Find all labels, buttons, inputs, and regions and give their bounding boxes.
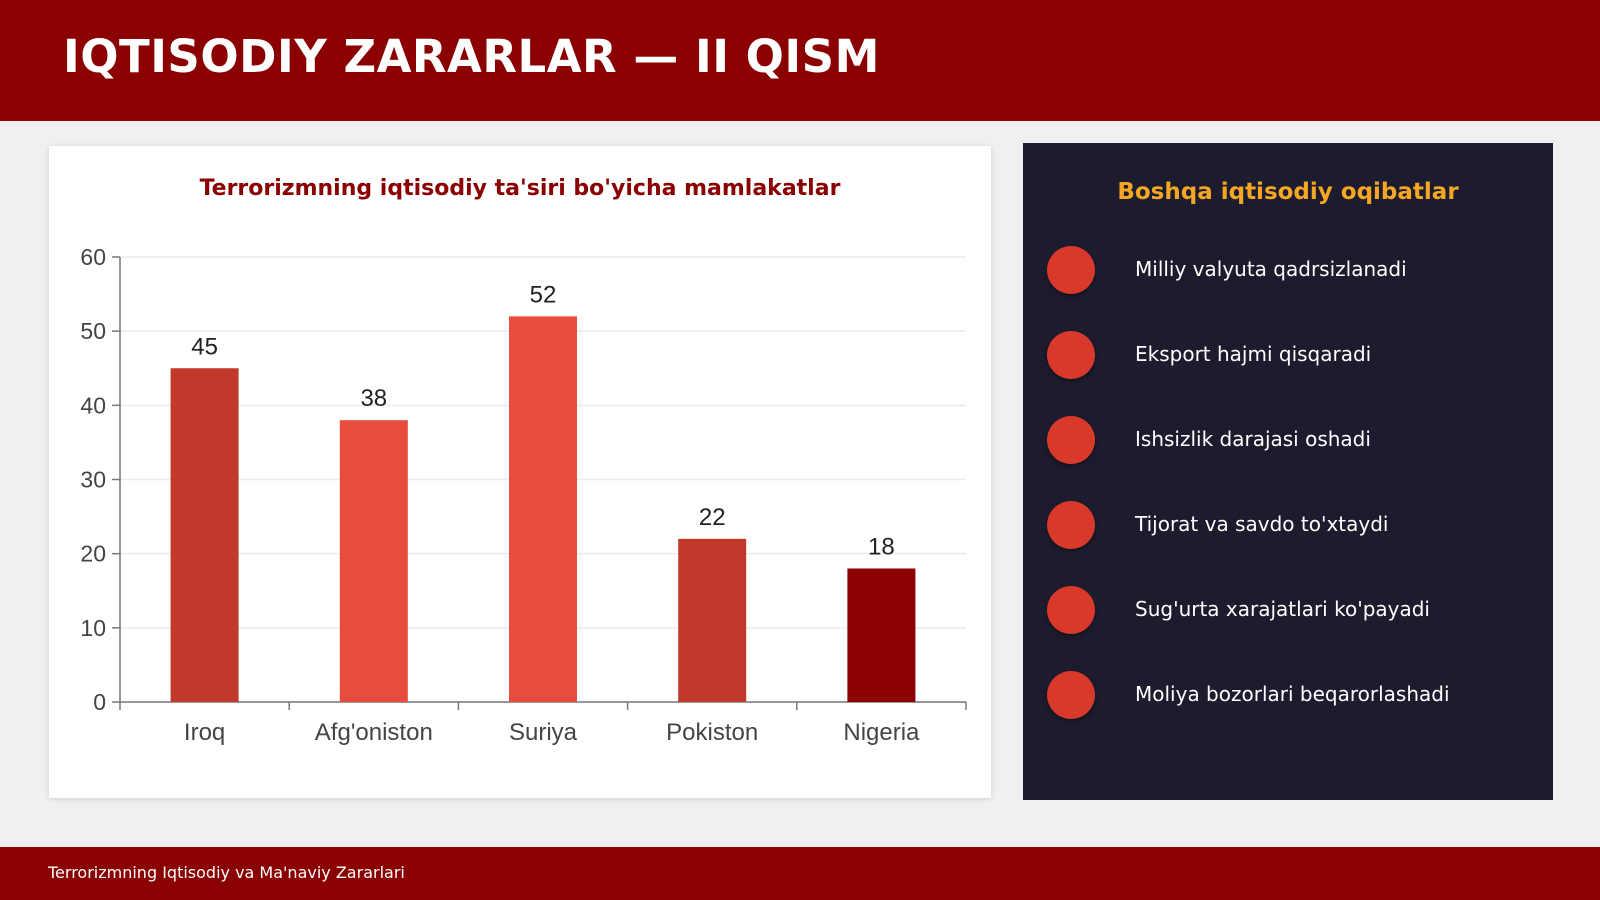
chart-card: Terrorizmning iqtisodiy ta'siri bo'yicha… bbox=[49, 146, 991, 798]
page-title: IQTISODIY ZARARLAR — II QISM bbox=[63, 30, 880, 83]
footer-text: Terrorizmning Iqtisodiy va Ma'naviy Zara… bbox=[48, 863, 405, 882]
footer-bar: Terrorizmning Iqtisodiy va Ma'naviy Zara… bbox=[0, 847, 1600, 900]
bullet-circle-icon bbox=[1047, 586, 1095, 634]
consequence-label: Milliy valyuta qadrsizlanadi bbox=[1135, 257, 1407, 281]
y-tick-label: 20 bbox=[80, 541, 106, 567]
data-label: 45 bbox=[191, 333, 218, 360]
bar bbox=[678, 538, 747, 702]
y-tick-label: 50 bbox=[80, 318, 106, 344]
y-tick-label: 10 bbox=[80, 615, 106, 641]
y-tick-label: 30 bbox=[80, 467, 106, 493]
consequence-item: Tijorat va savdo to'xtaydi bbox=[1047, 501, 1537, 549]
x-tick-label: Afg'oniston bbox=[315, 719, 433, 746]
panel-title: Boshqa iqtisodiy oqibatlar bbox=[1117, 179, 1459, 205]
consequence-label: Sug'urta xarajatlari ko'payadi bbox=[1135, 597, 1430, 621]
x-tick-label: Nigeria bbox=[843, 719, 920, 746]
consequence-item: Moliya bozorlari beqarorlashadi bbox=[1047, 671, 1537, 719]
header-bar: IQTISODIY ZARARLAR — II QISM bbox=[0, 0, 1600, 121]
bullet-circle-icon bbox=[1047, 416, 1095, 464]
consequence-item: Ishsizlik darajasi oshadi bbox=[1047, 416, 1537, 464]
bullet-circle-icon bbox=[1047, 331, 1095, 379]
x-tick-label: Pokiston bbox=[666, 719, 758, 746]
y-tick-label: 0 bbox=[93, 689, 106, 715]
bar-chart: 0 10 20 30 40 50 60 45 Iroq 38 Afg'oniston 52 Suriya… bbox=[80, 244, 967, 746]
bullet-circle-icon bbox=[1047, 671, 1095, 719]
consequence-item: Eksport hajmi qisqaradi bbox=[1047, 331, 1537, 379]
bar bbox=[339, 420, 408, 702]
consequence-item: Milliy valyuta qadrsizlanadi bbox=[1047, 246, 1537, 294]
consequences-panel: Boshqa iqtisodiy oqibatlar Milliy valyut… bbox=[1023, 143, 1553, 800]
bar bbox=[170, 368, 239, 702]
data-label: 38 bbox=[360, 385, 387, 412]
x-tick-label: Suriya bbox=[509, 719, 578, 746]
consequence-label: Eksport hajmi qisqaradi bbox=[1135, 342, 1372, 366]
x-tick-label: Iroq bbox=[184, 719, 225, 746]
consequence-label: Tijorat va savdo to'xtaydi bbox=[1135, 512, 1389, 536]
data-label: 22 bbox=[699, 504, 726, 531]
data-label: 52 bbox=[530, 281, 557, 308]
consequence-label: Moliya bozorlari beqarorlashadi bbox=[1135, 682, 1450, 706]
consequence-item: Sug'urta xarajatlari ko'payadi bbox=[1047, 586, 1537, 634]
data-label: 18 bbox=[868, 534, 895, 561]
y-tick-label: 60 bbox=[80, 244, 106, 270]
bullet-circle-icon bbox=[1047, 246, 1095, 294]
chart-title: Terrorizmning iqtisodiy ta'siri bo'yicha… bbox=[199, 176, 841, 201]
y-tick-label: 40 bbox=[80, 392, 106, 418]
bar bbox=[847, 568, 916, 702]
bar bbox=[509, 316, 577, 702]
consequence-label: Ishsizlik darajasi oshadi bbox=[1135, 427, 1371, 451]
bullet-circle-icon bbox=[1047, 501, 1095, 549]
